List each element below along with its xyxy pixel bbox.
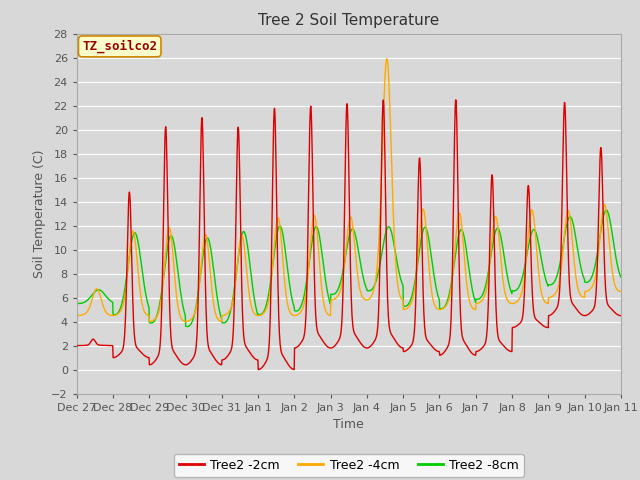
Tree2 -8cm [505,279,513,285]
Tree2 -2cm [180,362,188,368]
Tree2 -4cm [181,319,189,324]
Tree2 -8cm [553,274,561,280]
Line: Tree2 -2cm: Tree2 -2cm [77,100,621,370]
Tree2 -2cm [194,311,202,316]
Tree2 -4cm [553,288,561,293]
Tree2 -2cm [434,348,442,354]
Tree2 -2cm [452,97,460,103]
Tree2 -4cm [195,293,202,299]
Y-axis label: Soil Temperature (C): Soil Temperature (C) [33,149,45,278]
Tree2 -8cm [180,310,188,316]
Tree2 -2cm [73,343,81,348]
Tree2 -8cm [434,291,442,297]
Tree2 -8cm [255,312,263,317]
Tree2 -8cm [183,324,191,329]
Tree2 -8cm [617,274,625,280]
Tree2 -4cm [383,56,390,61]
Tree2 -4cm [505,300,513,305]
Tree2 -8cm [73,300,81,306]
Tree2 -4cm [255,312,263,318]
Tree2 -4cm [73,312,81,318]
Tree2 -2cm [255,367,262,372]
Tree2 -4cm [145,319,153,324]
Tree2 -2cm [255,367,263,372]
Tree2 -4cm [434,306,442,312]
Tree2 -4cm [617,288,625,294]
Tree2 -2cm [505,348,513,354]
Legend: Tree2 -2cm, Tree2 -4cm, Tree2 -8cm: Tree2 -2cm, Tree2 -4cm, Tree2 -8cm [173,454,524,477]
Line: Tree2 -8cm: Tree2 -8cm [77,210,621,326]
Line: Tree2 -4cm: Tree2 -4cm [77,59,621,322]
Tree2 -2cm [617,313,625,319]
X-axis label: Time: Time [333,418,364,431]
Tree2 -8cm [603,207,611,213]
Tree2 -8cm [195,290,202,296]
Text: TZ_soilco2: TZ_soilco2 [82,40,157,53]
Title: Tree 2 Soil Temperature: Tree 2 Soil Temperature [258,13,440,28]
Tree2 -2cm [553,305,561,311]
